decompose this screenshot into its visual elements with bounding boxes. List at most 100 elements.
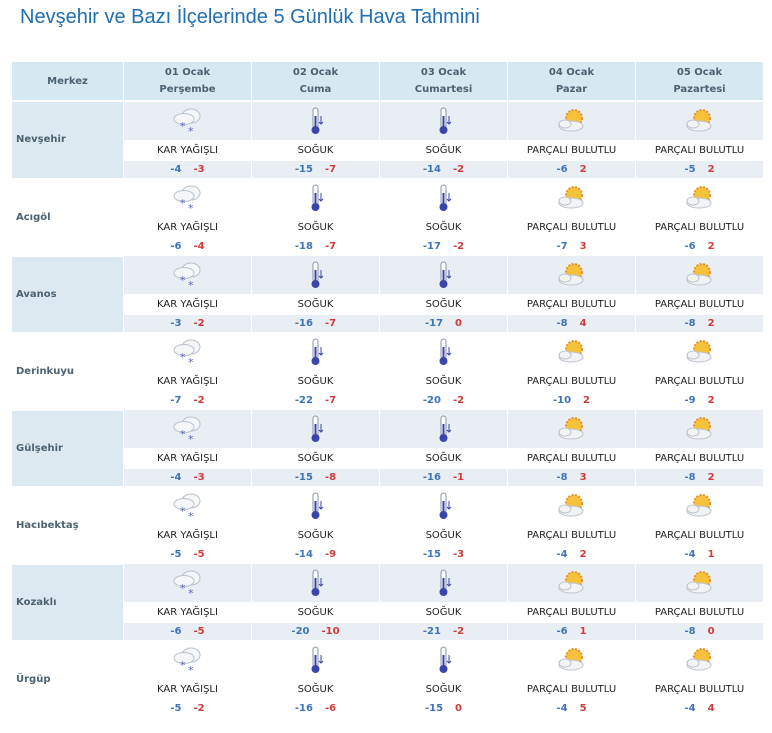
max-temp: 3 xyxy=(579,241,587,252)
thermometer-cold-icon xyxy=(252,414,379,444)
condition-text: PARÇALI BULUTLU xyxy=(635,448,764,469)
min-temp: -6 xyxy=(684,241,696,252)
row-temperatures: -6 -5 -20 -10 -21 -2 -6 1 -8 0 xyxy=(12,623,764,641)
weather-icon-cell xyxy=(635,486,764,525)
svg-text:*: * xyxy=(188,125,194,136)
weather-icon-cell xyxy=(635,332,764,371)
thermometer-cold-icon xyxy=(380,183,507,213)
partly-cloudy-icon xyxy=(636,491,763,521)
max-temp: -4 xyxy=(193,241,205,252)
weather-icon-cell xyxy=(251,563,380,602)
partly-cloudy-icon xyxy=(508,568,635,598)
weather-icon-cell xyxy=(251,640,380,679)
svg-text:*: * xyxy=(180,582,186,595)
max-temp: 2 xyxy=(707,472,715,483)
max-temp: 2 xyxy=(579,164,587,175)
row-conditions: KAR YAĞIŞLI SOĞUK SOĞUK PARÇALI BULUTLU PARÇ… xyxy=(12,679,764,700)
weather-icon-cell xyxy=(379,640,508,679)
max-temp: 1 xyxy=(579,626,587,637)
district-name: Nevşehir xyxy=(12,101,124,180)
weather-icon-cell: * * xyxy=(123,409,252,448)
header-day-5: 05 Ocak Pazartesi xyxy=(635,62,764,102)
condition-text: KAR YAĞIŞLI xyxy=(123,679,252,700)
thermometer-cold-icon xyxy=(252,645,379,675)
min-temp: -3 xyxy=(170,318,182,329)
row-icons: Acıgöl * * xyxy=(12,178,764,257)
header-day-4: 04 Ocak Pazar xyxy=(507,62,636,102)
row-icons: Avanos * * xyxy=(12,255,764,334)
max-temp: 2 xyxy=(707,164,715,175)
temperature-cell: -5 -2 xyxy=(123,700,252,718)
partly-cloudy-icon xyxy=(636,414,763,444)
partly-cloudy-icon xyxy=(508,491,635,521)
header-date: 03 Ocak xyxy=(420,67,467,78)
max-temp: 4 xyxy=(707,703,715,714)
min-temp: -4 xyxy=(684,703,696,714)
min-temp: -14 xyxy=(294,549,313,560)
temperature-cell: -14 -2 xyxy=(379,161,508,179)
partly-cloudy-icon xyxy=(636,645,763,675)
temperature-cell: -15 0 xyxy=(379,700,508,718)
max-temp: -3 xyxy=(193,472,205,483)
row-temperatures: -5 -5 -14 -9 -15 -3 -4 2 -4 1 xyxy=(12,546,764,564)
svg-text:*: * xyxy=(180,274,186,287)
row-icons: Gülşehir * * xyxy=(12,409,764,488)
weather-icon-cell xyxy=(635,255,764,294)
svg-text:*: * xyxy=(188,279,194,290)
header-date: 05 Ocak xyxy=(676,67,723,78)
row-conditions: KAR YAĞIŞLI SOĞUK SOĞUK PARÇALI BULUTLU PARÇ… xyxy=(12,525,764,546)
snow-cloud-icon: * * xyxy=(124,645,251,675)
min-temp: -8 xyxy=(684,626,696,637)
condition-text: SOĞUK xyxy=(379,679,508,700)
condition-text: SOĞUK xyxy=(379,448,508,469)
condition-text: SOĞUK xyxy=(379,140,508,161)
max-temp: 2 xyxy=(579,549,587,560)
row-conditions: KAR YAĞIŞLI SOĞUK SOĞUK PARÇALI BULUTLU PARÇ… xyxy=(12,217,764,238)
header-merkez: Merkez xyxy=(12,62,124,102)
condition-text: PARÇALI BULUTLU xyxy=(507,140,636,161)
partly-cloudy-icon xyxy=(508,260,635,290)
weather-icon-cell: * * xyxy=(123,178,252,217)
min-temp: -7 xyxy=(556,241,568,252)
max-temp: -5 xyxy=(193,549,205,560)
weather-icon-cell: * * xyxy=(123,640,252,679)
row-conditions: KAR YAĞIŞLI SOĞUK SOĞUK PARÇALI BULUTLU PARÇ… xyxy=(12,294,764,315)
svg-text:*: * xyxy=(188,587,194,598)
max-temp: -7 xyxy=(324,164,337,175)
partly-cloudy-icon xyxy=(636,106,763,136)
temperature-cell: -3 -2 xyxy=(123,315,252,333)
thermometer-cold-icon xyxy=(252,568,379,598)
max-temp: -8 xyxy=(324,472,337,483)
row-temperatures: -4 -3 -15 -7 -14 -2 -6 2 -5 2 xyxy=(12,161,764,179)
weather-icon-cell xyxy=(507,563,636,602)
row-conditions: KAR YAĞIŞLI SOĞUK SOĞUK PARÇALI BULUTLU PARÇ… xyxy=(12,371,764,392)
min-temp: -8 xyxy=(556,318,568,329)
snow-cloud-icon: * * xyxy=(124,414,251,444)
condition-text: PARÇALI BULUTLU xyxy=(507,371,636,392)
min-temp: -5 xyxy=(684,164,696,175)
min-temp: -4 xyxy=(684,549,696,560)
row-temperatures: -5 -2 -16 -6 -15 0 -4 5 -4 4 xyxy=(12,700,764,718)
weather-icon-cell xyxy=(251,255,380,294)
max-temp: -9 xyxy=(324,549,337,560)
max-temp: 2 xyxy=(707,241,715,252)
condition-text: KAR YAĞIŞLI xyxy=(123,140,252,161)
thermometer-cold-icon xyxy=(252,491,379,521)
district-name: Ürgüp xyxy=(12,640,124,719)
temperature-cell: -8 2 xyxy=(635,315,764,333)
svg-text:*: * xyxy=(180,505,186,518)
condition-text: PARÇALI BULUTLU xyxy=(635,294,764,315)
snow-cloud-icon: * * xyxy=(124,106,251,136)
svg-text:*: * xyxy=(180,659,186,672)
weather-icon-cell xyxy=(251,486,380,525)
temperature-cell: -6 1 xyxy=(507,623,636,641)
thermometer-cold-icon xyxy=(380,106,507,136)
condition-text: SOĞUK xyxy=(251,294,380,315)
max-temp: -2 xyxy=(452,395,465,406)
condition-text: PARÇALI BULUTLU xyxy=(635,217,764,238)
thermometer-cold-icon xyxy=(380,414,507,444)
temperature-cell: -4 5 xyxy=(507,700,636,718)
condition-text: PARÇALI BULUTLU xyxy=(507,679,636,700)
min-temp: -8 xyxy=(556,472,568,483)
condition-text: KAR YAĞIŞLI xyxy=(123,217,252,238)
